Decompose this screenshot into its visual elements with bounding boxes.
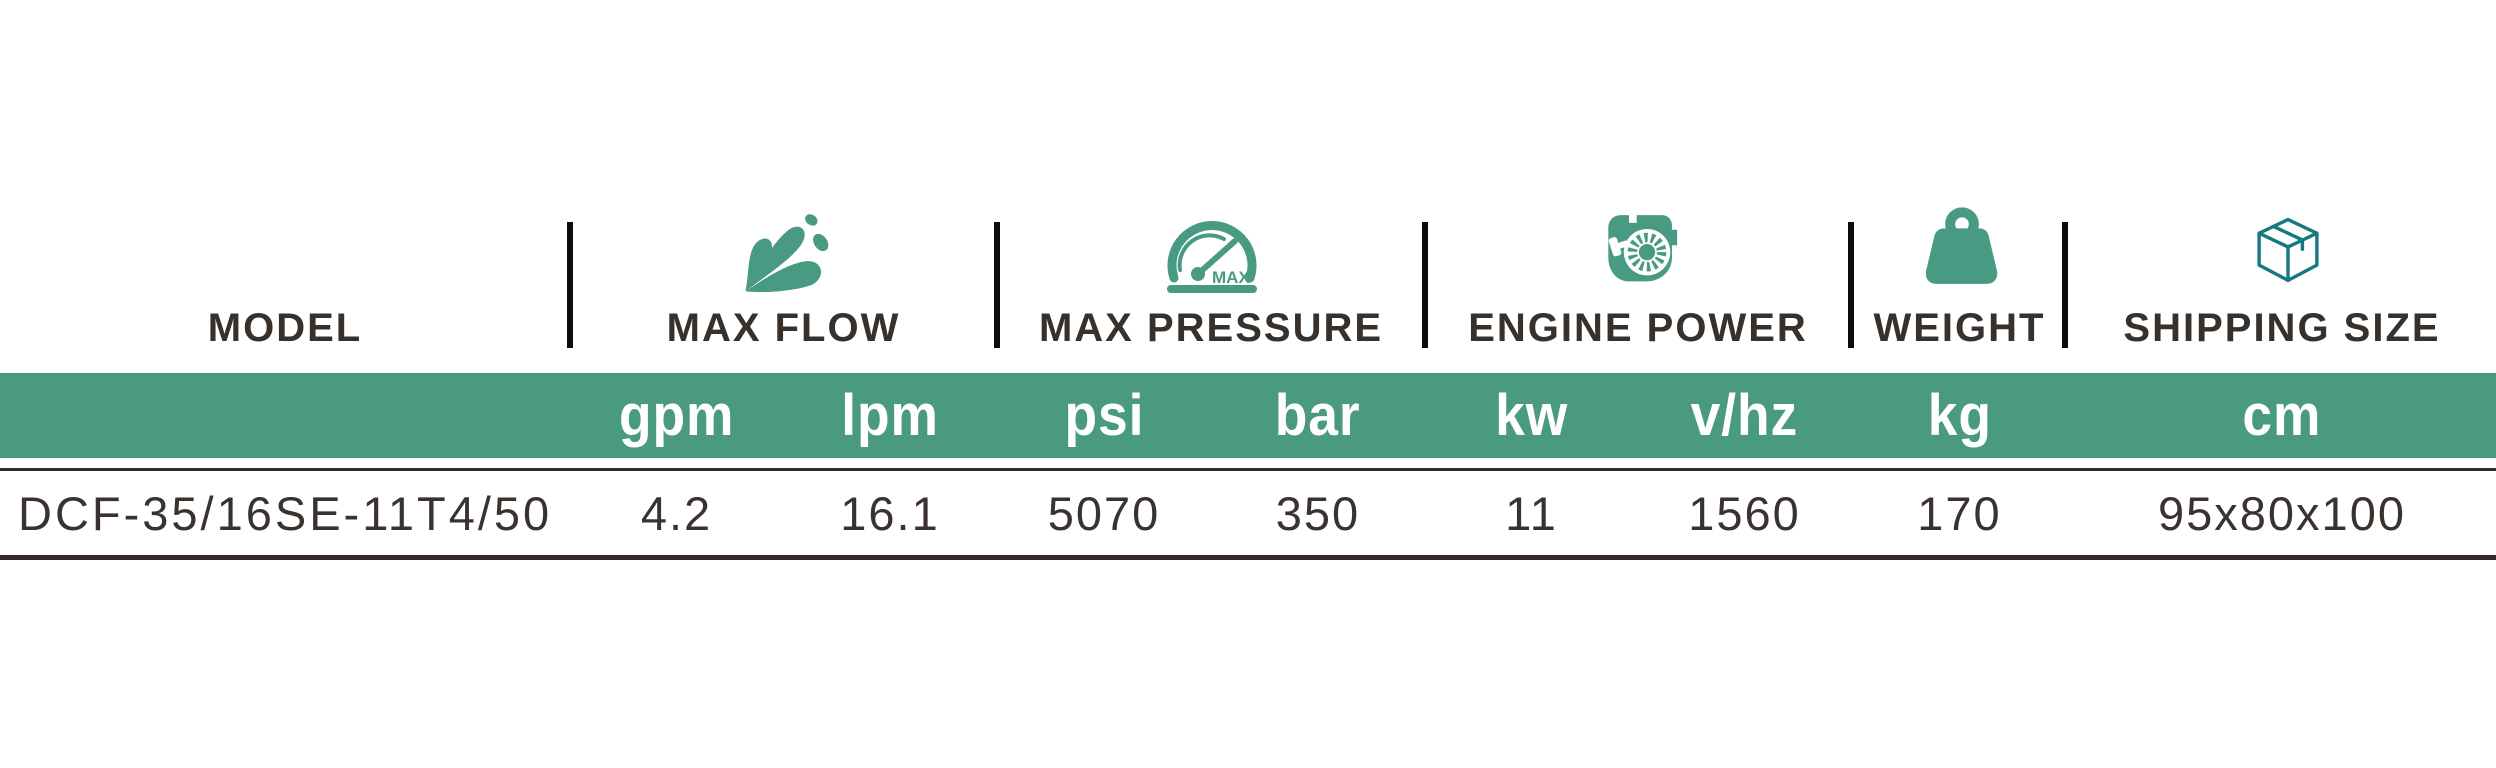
cell-cm: 95x80x100	[2158, 486, 2406, 540]
unit-kw: kw	[1494, 383, 1569, 448]
column-header-weight: WEIGHT	[1873, 306, 2046, 350]
water-splash-icon	[738, 203, 832, 302]
cell-kw: 11	[1505, 486, 1558, 540]
cell-lpm: 16.1	[840, 486, 940, 540]
cell-psi: 5070	[1047, 486, 1161, 540]
gauge-max-label: MAX	[1212, 268, 1250, 287]
cell-model: DCF-35/16SE-11T4/50	[18, 486, 553, 540]
column-header-shipping-size: SHIPPING SIZE	[2123, 306, 2441, 350]
cell-vhz: 1560	[1688, 486, 1801, 540]
column-divider	[567, 222, 573, 348]
row-divider-bottom	[0, 555, 2496, 560]
unit-psi: psi	[1064, 383, 1144, 448]
units-band-spacer	[0, 373, 570, 458]
unit-kg: kg	[1927, 383, 1992, 448]
unit-cm: cm	[2242, 383, 2322, 448]
unit-bar: bar	[1275, 383, 1361, 448]
units-band: gpm lpm psi bar kw v/hz kg cm	[0, 373, 2496, 458]
column-divider	[1422, 222, 1428, 348]
column-header-max-pressure: MAX PRESSURE	[1038, 306, 1384, 350]
row-divider-top	[0, 468, 2496, 471]
unit-gpm: gpm	[618, 383, 735, 448]
engine-icon	[1598, 206, 1684, 293]
column-header-max-flow: MAX FLOW	[666, 306, 901, 350]
weight-icon	[1916, 206, 2008, 293]
shipping-box-icon	[2250, 210, 2326, 301]
pressure-gauge-icon: MAX	[1162, 214, 1262, 301]
column-header-model: MODEL	[207, 306, 363, 350]
cell-gpm: 4.2	[640, 486, 713, 540]
cell-kg: 170	[1917, 486, 2002, 540]
column-divider	[994, 222, 1000, 348]
column-divider	[2062, 222, 2068, 348]
unit-vhz: v/hz	[1690, 383, 1799, 448]
column-header-engine-power: ENGINE POWER	[1468, 306, 1808, 350]
column-divider	[1848, 222, 1854, 348]
table-row: DCF-35/16SE-11T4/50 4.2 16.1 5070 350 11…	[0, 471, 2496, 555]
cell-bar: 350	[1275, 486, 1361, 540]
unit-lpm: lpm	[841, 383, 939, 448]
